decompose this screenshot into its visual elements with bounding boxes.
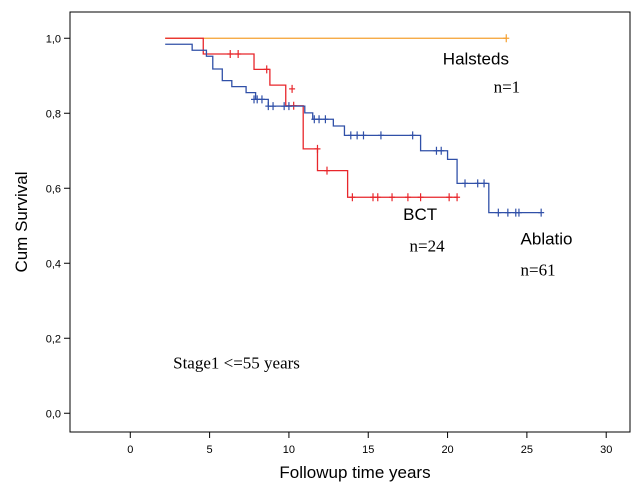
x-axis-title: Followup time years (279, 463, 430, 482)
y-tick-label: 0,2 (46, 333, 61, 345)
ablatio-n: n=61 (521, 260, 556, 279)
y-tick-label: 0,8 (46, 108, 61, 120)
x-tick-label: 25 (521, 444, 533, 456)
bct-survival-curve (165, 37, 458, 198)
bct-n: n=24 (409, 236, 445, 255)
y-tick-label: 0,6 (46, 183, 61, 195)
x-tick-label: 5 (207, 444, 213, 456)
y-tick-label: 1,0 (46, 33, 61, 45)
y-tick-label: 0,0 (46, 408, 61, 420)
stage-note: Stage1 <=55 years (173, 353, 300, 372)
x-tick-label: 15 (362, 444, 374, 456)
bct-label: BCT (403, 205, 437, 224)
series-layer (165, 34, 545, 217)
annotation-layer: Halsteds n=1 BCT n=24 Ablatio n=61 Stage1 <=55… (173, 50, 572, 373)
x-tick-label: 0 (127, 444, 133, 456)
x-axis: 0 5 10 15 20 25 30 (127, 432, 612, 456)
ablatio-survival-curve (165, 43, 542, 214)
halsteds-label: Halsteds (443, 50, 509, 69)
x-tick-label: 10 (283, 444, 295, 456)
y-axis: 0,0 0,2 0,4 0,6 0,8 1,0 (46, 33, 70, 420)
plot-frame (69, 11, 631, 433)
x-tick-label: 20 (441, 444, 453, 456)
x-tick-label: 30 (600, 444, 612, 456)
y-axis-title: Cum Survival (12, 171, 31, 272)
y-tick-label: 0,4 (46, 258, 61, 270)
ablatio-label: Ablatio (521, 230, 573, 249)
halsteds-n: n=1 (494, 78, 521, 97)
